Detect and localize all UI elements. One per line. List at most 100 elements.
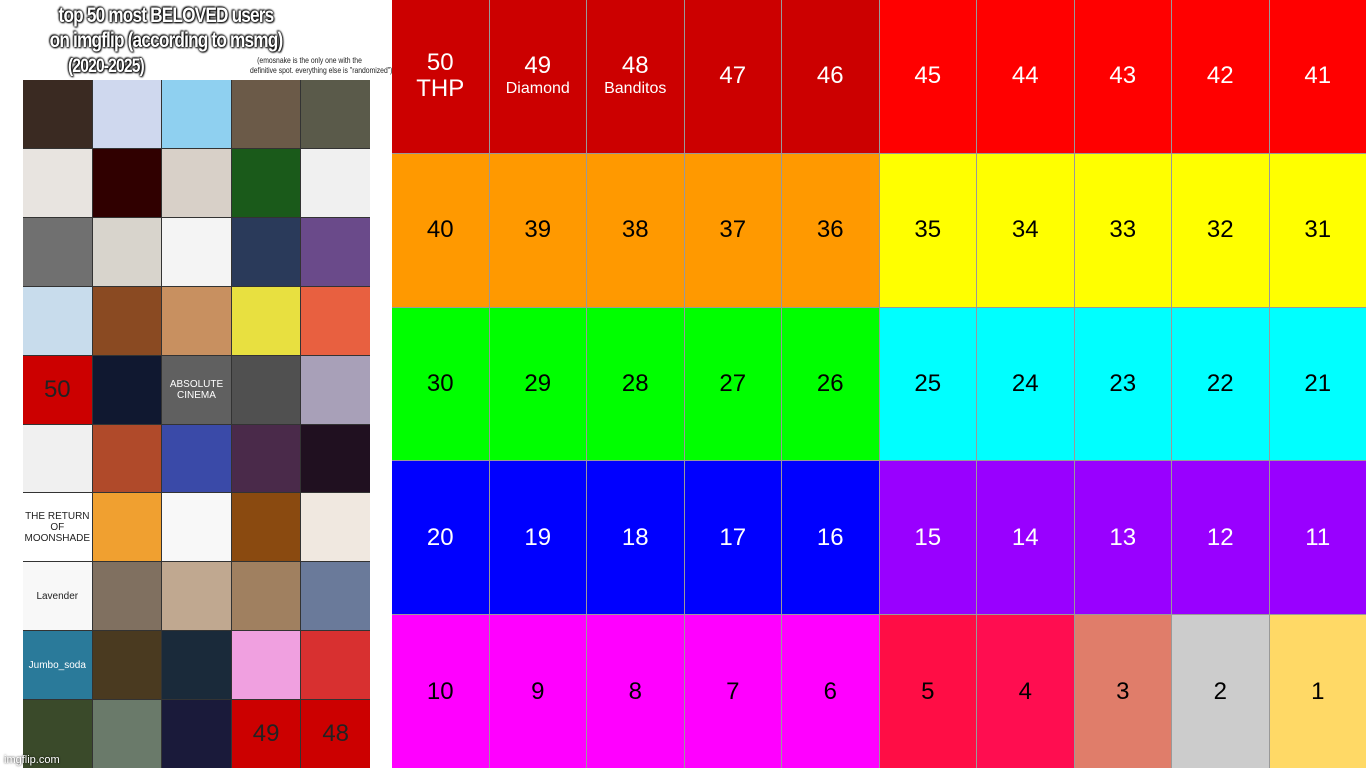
tier-rank: 12	[1206, 523, 1234, 551]
tier-cell: 43	[1074, 0, 1171, 153]
user-thumbnail	[92, 631, 162, 700]
tier-cell: 8	[587, 615, 684, 768]
tier-cell: 39	[489, 153, 586, 307]
tier-rank: 11	[1305, 523, 1331, 551]
user-thumbnail	[301, 631, 370, 700]
tier-label: Diamond	[505, 80, 570, 98]
tier-cell: 44	[977, 0, 1074, 153]
tier-cell: 28	[587, 307, 684, 461]
tier-cell: 4	[977, 615, 1074, 768]
tier-cell: 25	[879, 307, 976, 461]
tier-cell: 12	[1172, 461, 1269, 615]
user-thumbnail	[162, 148, 231, 217]
watermark: imgflip.com	[4, 754, 60, 766]
tier-cell: 21	[1269, 307, 1366, 461]
tier-rank: 22	[1206, 369, 1234, 397]
user-thumbnail	[162, 631, 231, 700]
user-thumbnail	[23, 80, 92, 148]
user-thumbnail	[162, 217, 231, 286]
title-line-2: on imgflip (according to msmg)	[49, 29, 284, 52]
tier-label: Banditos	[604, 80, 667, 98]
tier-rank: 36	[816, 216, 844, 244]
tier-cell: 13	[1074, 461, 1171, 615]
tier-rank: 14	[1011, 523, 1039, 551]
tier-cell: 42	[1172, 0, 1269, 153]
user-thumbnail	[23, 148, 92, 217]
user-thumbnail: ABSOLUTE CINEMA	[162, 355, 231, 424]
tier-cell: 29	[489, 307, 586, 461]
tier-cell: 9	[489, 615, 586, 768]
tier-rank: 32	[1206, 216, 1234, 244]
tier-rank: 19	[524, 523, 552, 551]
tier-cell: 15	[879, 461, 976, 615]
user-thumbnail	[92, 80, 162, 148]
tier-cell: 27	[684, 307, 781, 461]
tier-cell: 2	[1172, 615, 1269, 768]
tier-cell: 16	[782, 461, 879, 615]
user-thumbnail	[231, 424, 301, 493]
tier-rank: 34	[1011, 216, 1039, 244]
tier-rank: 48	[621, 52, 649, 80]
tier-rank: 47	[719, 62, 747, 90]
tier-cell: 1	[1269, 615, 1366, 768]
user-thumbnail	[231, 80, 301, 148]
tier-cell: 19	[489, 461, 586, 615]
note-line-2: definitive spot. everything else is "ran…	[250, 66, 393, 75]
user-thumbnail: Lavender	[23, 562, 92, 631]
user-thumbnail: THE RETURN OF MOONSHADE	[23, 493, 92, 562]
user-thumbnail	[301, 355, 370, 424]
tier-rank: 25	[914, 369, 942, 397]
title-line-1: top 50 most BELOVED users	[58, 4, 275, 27]
tier-cell: 47	[684, 0, 781, 153]
tier-rank: 41	[1304, 62, 1332, 90]
tier-rank: 5	[921, 677, 935, 705]
tier-rank: 33	[1109, 216, 1137, 244]
tier-rank: 7	[726, 677, 740, 705]
tier-rank: 18	[621, 523, 649, 551]
user-thumbnail	[162, 80, 231, 148]
tier-rank: 21	[1304, 369, 1332, 397]
tier-cell: 11	[1269, 461, 1366, 615]
tier-cell: 6	[782, 615, 879, 768]
tier-grid: 50 THP 49 Diamond 48 Banditos 47 46 45 44 43 42 41 40…	[392, 0, 1366, 768]
tier-cell: 36	[782, 153, 879, 307]
tier-rank: 42	[1206, 62, 1234, 90]
user-thumbnail	[92, 286, 162, 355]
tier-cell: 35	[879, 153, 976, 307]
tier-cell: 49 Diamond	[489, 0, 586, 153]
tier-rank: 46	[816, 62, 844, 90]
tier-cell: 26	[782, 307, 879, 461]
tier-rank: 27	[719, 369, 747, 397]
user-thumbnail	[23, 424, 92, 493]
user-thumbnail	[92, 493, 162, 562]
tier-rank: 15	[914, 523, 942, 551]
user-thumbnail	[301, 217, 370, 286]
user-thumbnail	[92, 562, 162, 631]
tier-rank: 49	[524, 52, 552, 80]
user-thumbnail	[23, 217, 92, 286]
user-thumbnail	[92, 217, 162, 286]
tier-rank: 28	[621, 369, 649, 397]
tier-cell: 22	[1172, 307, 1269, 461]
user-thumbnail	[162, 424, 231, 493]
user-thumbnail	[231, 148, 301, 217]
tier-cell: 24	[977, 307, 1074, 461]
tier-cell: 20	[392, 461, 489, 615]
tier-cell: 3	[1074, 615, 1171, 768]
tier-cell: 18	[587, 461, 684, 615]
tier-cell: 37	[684, 153, 781, 307]
tier-label: THP	[416, 75, 465, 103]
tier-rank: 17	[719, 523, 747, 551]
user-thumbnail	[301, 424, 370, 493]
tier-cell: 40	[392, 153, 489, 307]
tier-rank: 44	[1011, 62, 1039, 90]
tier-rank: 4	[1018, 677, 1032, 705]
tier-rank: 8	[628, 677, 642, 705]
tier-cell: 5	[879, 615, 976, 768]
user-thumbnail	[231, 562, 301, 631]
tier-rank: 39	[524, 216, 552, 244]
tier-rank: 43	[1109, 62, 1137, 90]
tier-rank: 10	[426, 677, 454, 705]
tier-rank: 35	[914, 216, 942, 244]
tier-cell: 31	[1269, 153, 1366, 307]
